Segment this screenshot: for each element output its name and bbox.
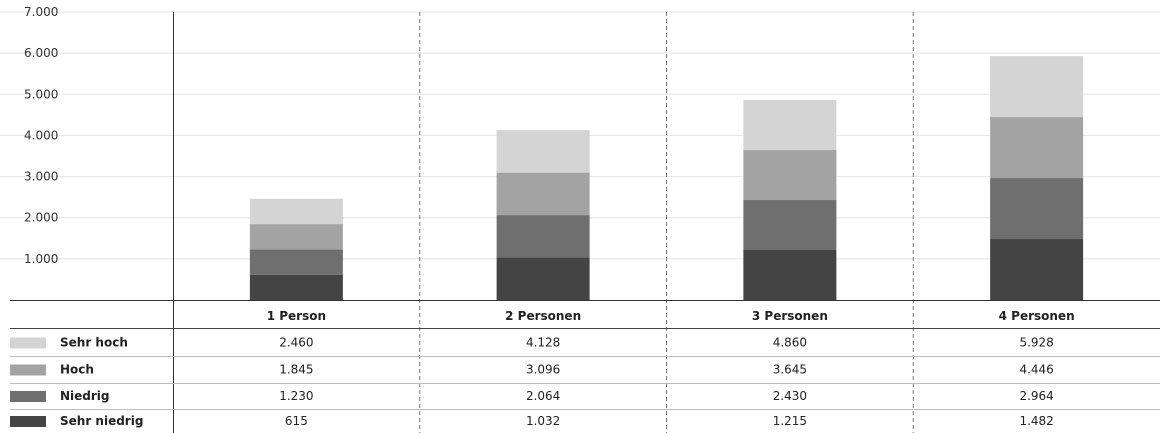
legend-label-1: Hoch xyxy=(60,363,94,377)
bar-segment-0-2 xyxy=(249,224,343,250)
category-label-1: 2 Personen xyxy=(505,309,581,323)
bar-segment-1-2 xyxy=(496,172,590,216)
category-label-3: 4 Personen xyxy=(999,309,1075,323)
table-cell-3-2: 1.215 xyxy=(773,414,807,428)
bar-segment-3-0 xyxy=(990,239,1084,300)
category-label-0: 1 Person xyxy=(267,309,326,323)
bar-segment-1-3 xyxy=(496,130,590,173)
table-cell-1-3: 4.446 xyxy=(1019,363,1053,377)
legend-swatch-0 xyxy=(10,337,46,349)
table-cell-2-1: 2.064 xyxy=(526,389,560,403)
table-cell-0-3: 5.928 xyxy=(1019,336,1053,350)
y-tick-label: 6.000 xyxy=(24,46,58,60)
y-tick-label: 3.000 xyxy=(24,170,58,184)
y-tick-label: 5.000 xyxy=(24,87,58,101)
bar-segment-2-3 xyxy=(743,100,837,151)
table-cell-0-1: 4.128 xyxy=(526,336,560,350)
bar-segment-3-2 xyxy=(990,117,1084,179)
y-tick-label: 4.000 xyxy=(24,128,58,142)
table-cell-1-1: 3.096 xyxy=(526,363,560,377)
legend-swatch-1 xyxy=(10,364,46,376)
table-cell-0-2: 4.860 xyxy=(773,336,807,350)
bar-segment-0-0 xyxy=(249,274,343,300)
bar-segment-0-1 xyxy=(249,249,343,275)
y-tick-label: 1.000 xyxy=(24,252,58,266)
bar-segment-2-2 xyxy=(743,150,837,201)
table-cell-1-0: 1.845 xyxy=(279,363,313,377)
category-label-2: 3 Personen xyxy=(752,309,828,323)
bar-segment-3-3 xyxy=(990,56,1084,118)
table-cell-0-0: 2.460 xyxy=(279,336,313,350)
bar-segment-2-0 xyxy=(743,250,837,300)
table-cell-2-3: 2.964 xyxy=(1019,389,1053,403)
table-cell-3-1: 1.032 xyxy=(526,414,560,428)
legend-label-0: Sehr hoch xyxy=(60,336,128,350)
bar-segment-0-3 xyxy=(249,198,343,225)
table-cell-1-2: 3.645 xyxy=(773,363,807,377)
legend-swatch-3 xyxy=(10,416,46,427)
legend-label-2: Niedrig xyxy=(60,389,110,403)
y-tick-label: 2.000 xyxy=(24,211,58,225)
y-tick-label: 7.000 xyxy=(24,5,58,19)
legend-swatch-2 xyxy=(10,391,46,402)
legend-label-3: Sehr niedrig xyxy=(60,414,143,428)
bar-segment-3-1 xyxy=(990,178,1084,240)
table-cell-2-2: 2.430 xyxy=(773,389,807,403)
bar-segment-1-1 xyxy=(496,215,590,258)
table-cell-3-0: 615 xyxy=(285,414,308,428)
bar-segment-2-1 xyxy=(743,200,837,251)
bar-segment-1-0 xyxy=(496,257,590,300)
table-cell-3-3: 1.482 xyxy=(1019,414,1053,428)
table-cell-2-0: 1.230 xyxy=(279,389,313,403)
